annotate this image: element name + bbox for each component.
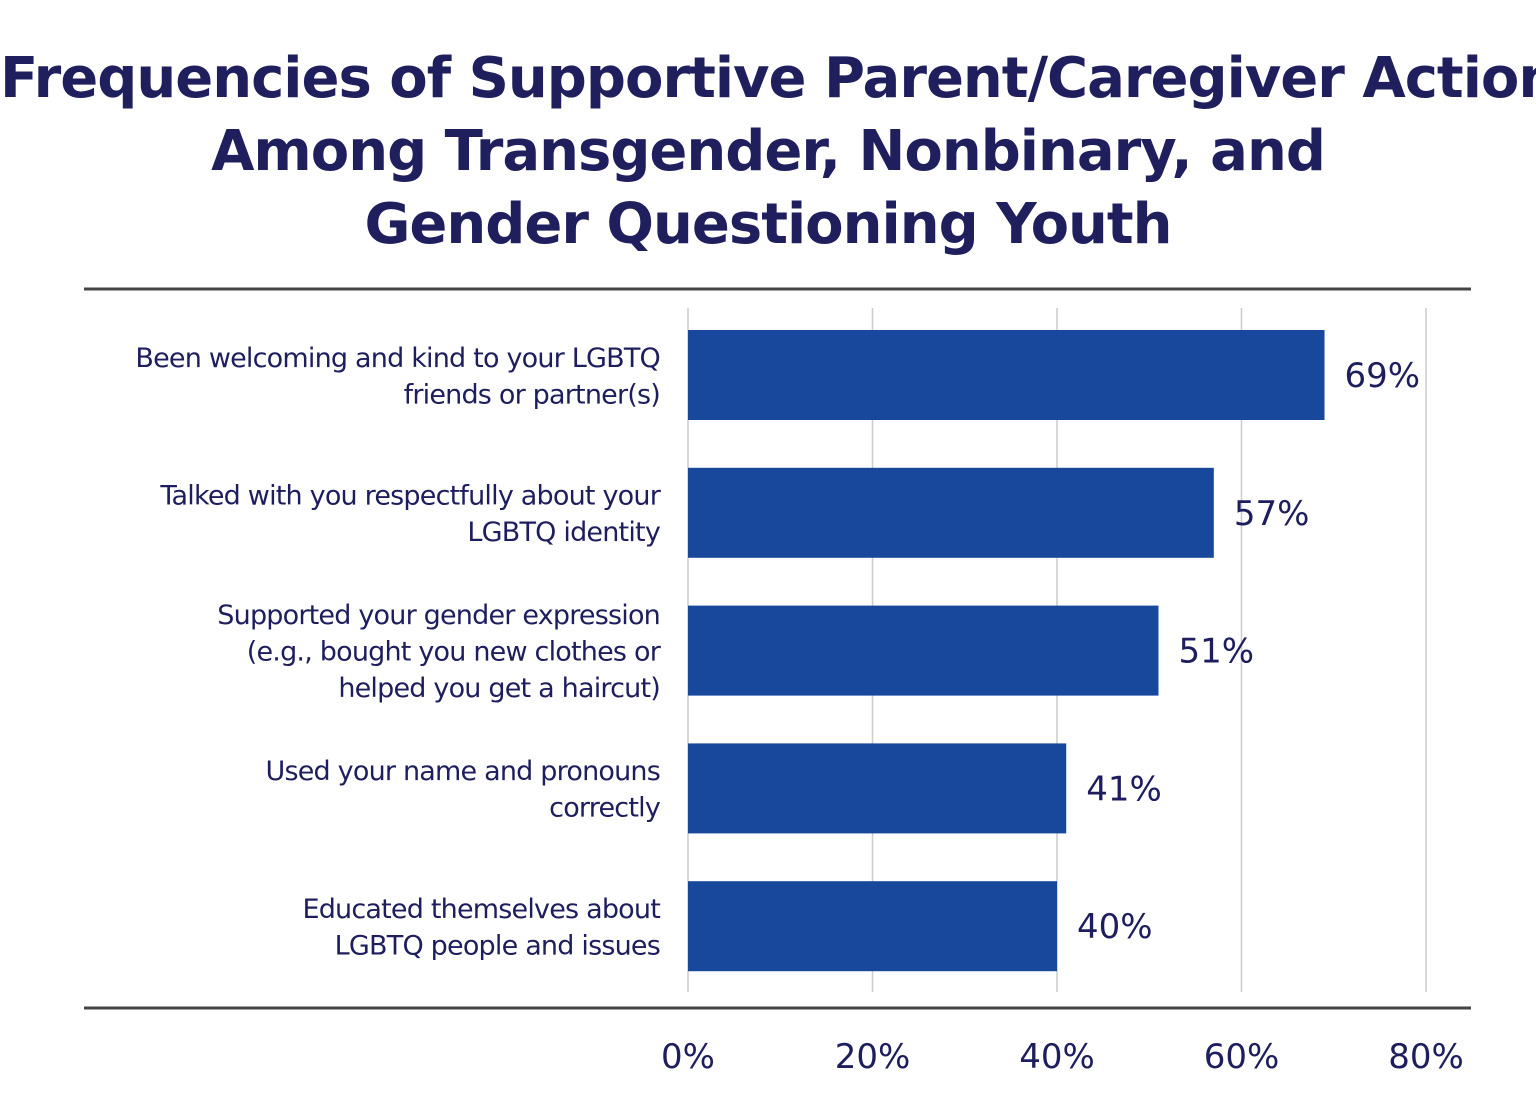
x-tick-label: 40% [1019,1037,1095,1077]
chart-title: Frequencies of Supportive Parent/Caregiv… [0,42,1536,261]
category-label: helped you get a haircut) [338,673,660,704]
chart-title-line: Among Transgender, Nonbinary, and [211,119,1326,184]
data-label: 51% [1178,632,1254,672]
data-label: 57% [1234,494,1310,534]
data-label: 40% [1077,907,1153,947]
category-label: Been welcoming and kind to your LGBTQ [135,343,660,374]
x-tick-label: 0% [661,1037,715,1077]
bar [688,330,1325,420]
category-label: Educated themselves about [302,894,660,925]
data-label: 69% [1345,356,1421,396]
category-label: Supported your gender expression [217,600,660,631]
x-tick-label: 20% [835,1037,911,1077]
category-label: correctly [549,793,661,824]
bar [688,743,1067,834]
chart-title-line: Frequencies of Supportive Parent/Caregiv… [0,46,1536,111]
chart-title-line: Gender Questioning Youth [364,192,1172,257]
x-tick-label: 80% [1388,1037,1464,1077]
category-label: Talked with you respectfully about your [159,481,661,512]
category-label: LGBTQ identity [467,517,660,548]
bar [688,605,1159,696]
category-label: Used your name and pronouns [266,756,660,787]
category-label: LGBTQ people and issues [335,930,660,961]
category-label: friends or partner(s) [404,379,660,410]
category-label: (e.g., bought you new clothes or [247,637,662,668]
x-tick-label: 60% [1204,1037,1280,1077]
bar [688,881,1057,972]
data-label: 41% [1086,769,1162,809]
bar [688,467,1214,558]
